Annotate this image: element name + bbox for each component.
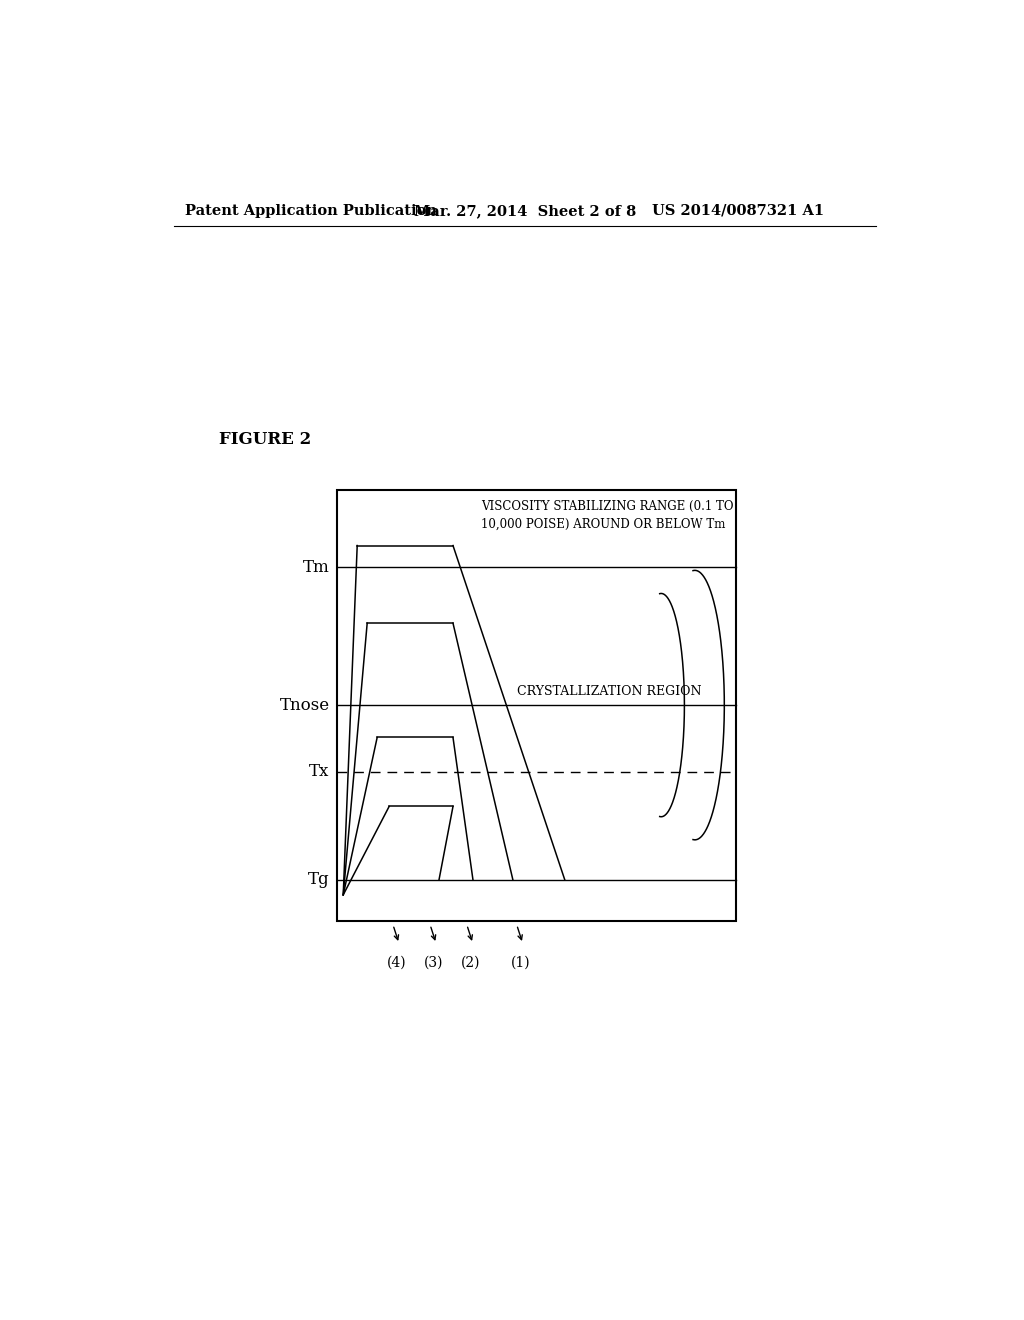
Bar [337, 490, 736, 921]
Text: (3): (3) [424, 956, 443, 969]
Text: FIGURE 2: FIGURE 2 [219, 430, 311, 447]
Text: Tm: Tm [303, 558, 330, 576]
Text: Tg: Tg [308, 871, 330, 888]
Text: (1): (1) [511, 956, 530, 969]
Text: CRYSTALLIZATION REGION: CRYSTALLIZATION REGION [517, 685, 701, 698]
Text: Patent Application Publication: Patent Application Publication [185, 203, 437, 218]
Text: Mar. 27, 2014  Sheet 2 of 8: Mar. 27, 2014 Sheet 2 of 8 [414, 203, 636, 218]
Text: (2): (2) [461, 956, 480, 969]
Text: VISCOSITY STABILIZING RANGE (0.1 TO
10,000 POISE) AROUND OR BELOW Tm: VISCOSITY STABILIZING RANGE (0.1 TO 10,0… [481, 500, 733, 531]
Text: US 2014/0087321 A1: US 2014/0087321 A1 [652, 203, 824, 218]
Text: (4): (4) [387, 956, 407, 969]
Text: Tx: Tx [309, 763, 330, 780]
Text: Tnose: Tnose [280, 697, 330, 714]
